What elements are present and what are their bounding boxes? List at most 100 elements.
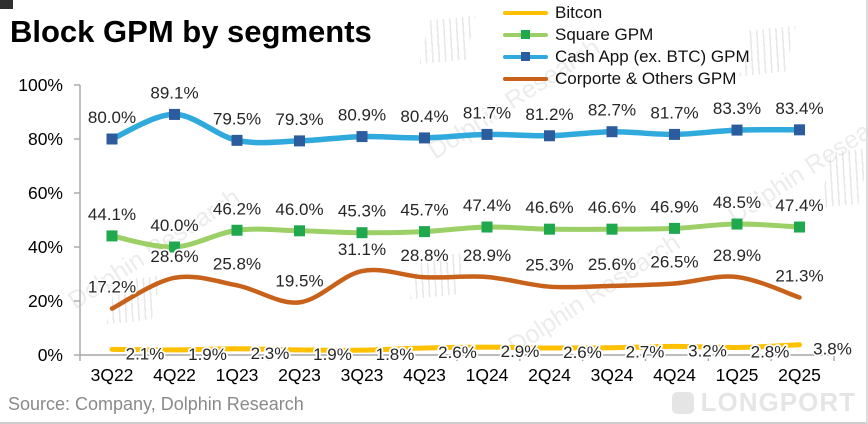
data-label-bitcon-1q23: 2.3% (251, 344, 290, 363)
data-label-corporte-others-gpm-3q23: 31.1% (338, 240, 386, 259)
data-label-corporte-others-gpm-4q24: 26.5% (650, 252, 698, 271)
y-axis-label: 80% (28, 129, 63, 149)
data-label-square-gpm-2q24: 46.6% (525, 198, 573, 217)
x-axis-label: 1Q24 (466, 365, 509, 385)
data-label-corporte-others-gpm-1q25: 28.9% (713, 246, 761, 265)
x-axis-label: 4Q24 (653, 365, 696, 385)
data-label-bitcon-3q23: 1.8% (376, 345, 415, 364)
series-marker-square-gpm (731, 218, 743, 230)
x-axis-label: 2Q24 (528, 365, 571, 385)
series-marker-square-gpm (106, 230, 118, 242)
data-label-square-gpm-1q24: 47.4% (463, 196, 511, 215)
data-label-corporte-others-gpm-2q24: 25.3% (525, 256, 573, 275)
data-label-corporte-others-gpm-1q24: 28.9% (463, 246, 511, 265)
series-marker-cash-app-ex-btc-gpm (356, 131, 368, 143)
series-marker-cash-app-ex-btc-gpm (106, 133, 118, 145)
series-marker-cash-app-ex-btc-gpm (294, 135, 305, 147)
data-label-corporte-others-gpm-3q24: 25.6% (588, 255, 636, 274)
data-label-square-gpm-2q25: 47.4% (775, 196, 823, 215)
data-label-cash-app-ex-btc-gpm-1q24: 81.7% (463, 103, 511, 122)
data-label-cash-app-ex-btc-gpm-4q23: 80.4% (400, 107, 448, 126)
data-label-bitcon-2q23: 1.9% (313, 345, 352, 364)
series-marker-cash-app-ex-btc-gpm (794, 124, 805, 136)
data-label-cash-app-ex-btc-gpm-4q22: 89.1% (150, 83, 198, 102)
series-marker-square-gpm (169, 241, 180, 253)
legend-marker-icon (521, 30, 530, 39)
data-label-bitcon-1q24: 2.9% (501, 342, 540, 361)
legend-line-icon (503, 11, 548, 15)
x-axis-label: 2Q25 (778, 365, 821, 385)
legend-swatch-corporte-others-gpm (503, 68, 548, 90)
series-line-square-gpm (109, 221, 802, 250)
series-marker-square-gpm (356, 227, 368, 239)
data-label-corporte-others-gpm-3q22: 17.2% (88, 278, 136, 297)
brand-logo-icon (671, 391, 694, 414)
legend-label: Corporte & Others GPM (555, 69, 737, 88)
y-axis-label: 0% (38, 345, 63, 365)
data-label-square-gpm-3q23: 45.3% (338, 202, 386, 221)
series-marker-cash-app-ex-btc-gpm (481, 128, 493, 140)
brand-name: LONGPORT (700, 387, 856, 417)
data-label-square-gpm-1q23: 46.2% (213, 199, 261, 218)
data-label-square-gpm-3q24: 46.6% (588, 198, 636, 217)
legend-label: Square GPM (555, 25, 654, 44)
data-label-cash-app-ex-btc-gpm-3q24: 82.7% (588, 101, 636, 120)
x-axis-label: 1Q23 (216, 365, 259, 385)
legend-marker-icon (521, 52, 530, 61)
series-marker-cash-app-ex-btc-gpm (544, 130, 555, 142)
x-axis-label: 1Q25 (716, 365, 759, 385)
legend-item-cash-app-ex-btc-gpm: Cash App (ex. BTC) GPM (503, 46, 750, 68)
legend-swatch-square-gpm (503, 24, 548, 46)
legend-item-corporte-others-gpm: Corporte & Others GPM (503, 68, 750, 90)
data-label-square-gpm-4q24: 46.9% (650, 197, 698, 216)
series-marker-cash-app-ex-btc-gpm (669, 128, 680, 140)
y-axis-label: 60% (28, 183, 63, 203)
data-label-bitcon-4q23: 2.6% (438, 343, 477, 362)
legend-item-square-gpm: Square GPM (503, 24, 750, 46)
series-marker-cash-app-ex-btc-gpm (606, 126, 618, 138)
data-label-cash-app-ex-btc-gpm-3q22: 80.0% (88, 108, 136, 127)
series-line-corporte-others-gpm (109, 267, 802, 311)
data-label-square-gpm-4q22: 40.0% (150, 216, 198, 235)
y-axis-label: 20% (28, 291, 63, 311)
data-label-bitcon-4q22: 1.9% (188, 345, 227, 364)
data-label-bitcon-3q24: 2.7% (626, 343, 665, 362)
series-marker-cash-app-ex-btc-gpm (731, 124, 743, 136)
series-marker-square-gpm (544, 223, 555, 235)
x-axis-label: 2Q23 (278, 365, 321, 385)
series-marker-cash-app-ex-btc-gpm (419, 132, 430, 144)
x-axis-label: 4Q23 (403, 365, 446, 385)
data-label-cash-app-ex-btc-gpm-4q24: 81.7% (650, 103, 698, 122)
legend-swatch-bitcon (503, 2, 548, 24)
legend: Bitcon Square GPM Cash App (ex. BTC) GPM Co… (503, 2, 750, 90)
series-line-bitcon (109, 342, 802, 353)
data-label-cash-app-ex-btc-gpm-1q25: 83.3% (713, 99, 761, 118)
data-label-cash-app-ex-btc-gpm-2q23: 79.3% (275, 110, 323, 129)
legend-item-bitcon: Bitcon (503, 2, 750, 24)
data-label-cash-app-ex-btc-gpm-2q25: 83.4% (775, 99, 823, 118)
data-label-cash-app-ex-btc-gpm-1q23: 79.5% (213, 109, 261, 128)
data-label-corporte-others-gpm-1q23: 25.8% (213, 254, 261, 273)
watermark-brand: LONGPORT (671, 387, 856, 418)
y-axis-label: 100% (18, 75, 63, 95)
data-label-bitcon-4q24: 3.2% (688, 341, 727, 360)
x-axis-label: 4Q22 (153, 365, 196, 385)
legend-line-icon (503, 77, 548, 81)
legend-label: Cash App (ex. BTC) GPM (555, 47, 750, 66)
series-marker-square-gpm (794, 221, 805, 233)
series-marker-square-gpm (294, 225, 305, 237)
data-label-square-gpm-3q22: 44.1% (88, 205, 136, 224)
data-label-bitcon-3q22: 2.1% (126, 344, 165, 363)
data-label-corporte-others-gpm-2q23: 19.5% (275, 271, 323, 290)
x-axis-label: 3Q22 (91, 365, 134, 385)
x-axis-label: 3Q23 (341, 365, 384, 385)
screen-corner-artifact (0, 0, 13, 9)
data-label-cash-app-ex-btc-gpm-2q24: 81.2% (525, 105, 573, 124)
data-label-corporte-others-gpm-2q25: 21.3% (775, 266, 823, 285)
source-note: Source: Company, Dolphin Research (8, 394, 304, 414)
data-label-square-gpm-2q23: 46.0% (275, 200, 323, 219)
data-label-bitcon-2q25: 3.8% (813, 340, 852, 359)
data-label-bitcon-1q25: 2.8% (751, 342, 790, 361)
